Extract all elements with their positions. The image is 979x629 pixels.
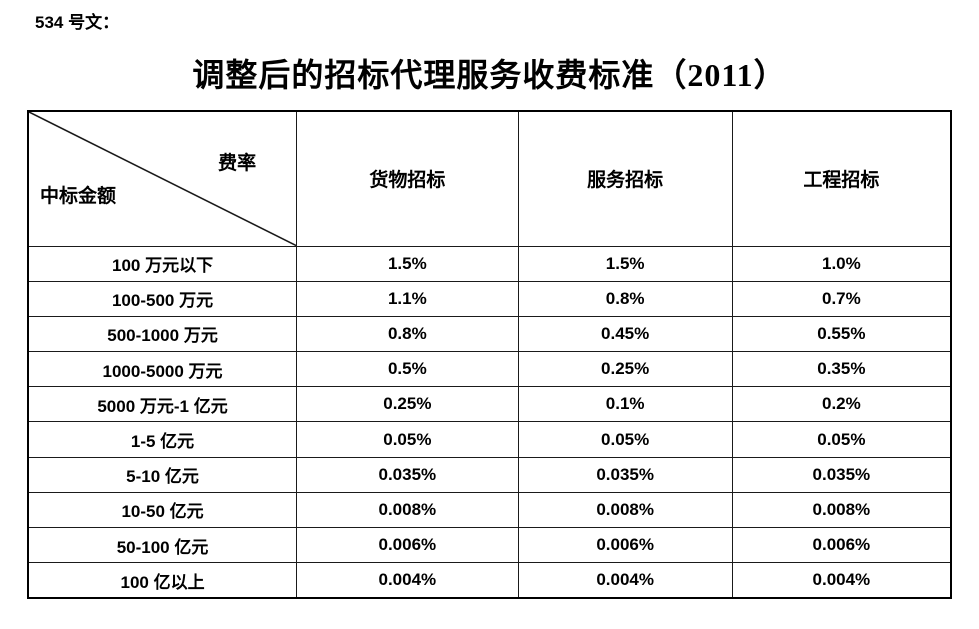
rate-cell: 0.006% bbox=[731, 526, 952, 564]
header-row: 费率 中标金额 货物招标 服务招标 工程招标 bbox=[27, 110, 952, 247]
row-label: 500-1000 万元 bbox=[27, 315, 298, 353]
rate-cell: 1.5% bbox=[296, 245, 519, 282]
rate-cell: 0.006% bbox=[296, 526, 519, 564]
rate-cell: 0.8% bbox=[296, 315, 519, 353]
row-label: 1000-5000 万元 bbox=[27, 351, 298, 388]
table-row: 100 亿以上 0.004% 0.004% 0.004% bbox=[27, 562, 952, 599]
rate-cell: 0.45% bbox=[517, 315, 733, 353]
table-row: 5-10 亿元 0.035% 0.035% 0.035% bbox=[27, 456, 952, 493]
rate-cell: 0.004% bbox=[517, 562, 733, 599]
rate-cell: 0.008% bbox=[296, 491, 519, 529]
rate-cell: 0.006% bbox=[517, 526, 733, 564]
rate-cell: 0.035% bbox=[517, 456, 733, 493]
rate-cell: 0.25% bbox=[517, 351, 733, 388]
table-row: 1000-5000 万元 0.5% 0.25% 0.35% bbox=[27, 351, 952, 388]
rate-cell: 0.5% bbox=[296, 351, 519, 388]
corner-cell: 费率 中标金额 bbox=[27, 110, 298, 247]
column-header-services: 服务招标 bbox=[517, 110, 733, 247]
corner-label-rate: 费率 bbox=[218, 153, 257, 174]
table-row: 10-50 亿元 0.008% 0.008% 0.008% bbox=[27, 491, 952, 529]
rate-cell: 0.008% bbox=[731, 491, 952, 529]
rate-cell: 0.05% bbox=[517, 421, 733, 458]
page-title: 调整后的招标代理服务收费标准（2011） bbox=[192, 57, 787, 93]
rate-cell: 0.35% bbox=[731, 351, 952, 388]
corner-label-amount: 中标金额 bbox=[40, 185, 117, 207]
row-label: 5000 万元-1 亿元 bbox=[27, 386, 298, 423]
doc-number-label: 534 号文： bbox=[35, 13, 120, 32]
table-row: 50-100 亿元 0.006% 0.006% 0.006% bbox=[27, 526, 952, 564]
rate-cell: 0.2% bbox=[731, 386, 952, 423]
row-label: 50-100 亿元 bbox=[27, 526, 298, 564]
rate-cell: 0.8% bbox=[517, 280, 733, 317]
row-label: 10-50 亿元 bbox=[27, 491, 298, 529]
rate-cell: 1.5% bbox=[517, 245, 733, 282]
fee-rate-table: 费率 中标金额 货物招标 服务招标 工程招标 100 万元以下 1.5% 1.5… bbox=[27, 110, 952, 599]
rate-cell: 0.05% bbox=[296, 421, 519, 458]
rate-cell: 1.0% bbox=[731, 245, 952, 282]
row-label: 5-10 亿元 bbox=[27, 456, 298, 493]
rate-cell: 0.035% bbox=[296, 456, 519, 493]
rate-cell: 0.004% bbox=[296, 562, 519, 599]
table-row: 100-500 万元 1.1% 0.8% 0.7% bbox=[27, 280, 952, 317]
diagonal-divider-line bbox=[29, 112, 296, 246]
rate-cell: 0.008% bbox=[517, 491, 733, 529]
rate-cell: 0.05% bbox=[731, 421, 952, 458]
table-row: 5000 万元-1 亿元 0.25% 0.1% 0.2% bbox=[27, 386, 952, 423]
rate-cell: 0.004% bbox=[731, 562, 952, 599]
table-row: 500-1000 万元 0.8% 0.45% 0.55% bbox=[27, 315, 952, 353]
rate-cell: 0.7% bbox=[731, 280, 952, 317]
row-label: 100 亿以上 bbox=[27, 562, 298, 599]
table-row: 1-5 亿元 0.05% 0.05% 0.05% bbox=[27, 421, 952, 458]
rate-cell: 0.1% bbox=[517, 386, 733, 423]
table-row: 100 万元以下 1.5% 1.5% 1.0% bbox=[27, 245, 952, 282]
row-label: 1-5 亿元 bbox=[27, 421, 298, 458]
rate-cell: 1.1% bbox=[296, 280, 519, 317]
row-label: 100 万元以下 bbox=[27, 245, 298, 282]
rate-cell: 0.035% bbox=[731, 456, 952, 493]
rate-cell: 0.25% bbox=[296, 386, 519, 423]
column-header-goods: 货物招标 bbox=[296, 110, 519, 247]
row-label: 100-500 万元 bbox=[27, 280, 298, 317]
column-header-engineering: 工程招标 bbox=[731, 110, 952, 247]
rate-cell: 0.55% bbox=[731, 315, 952, 353]
